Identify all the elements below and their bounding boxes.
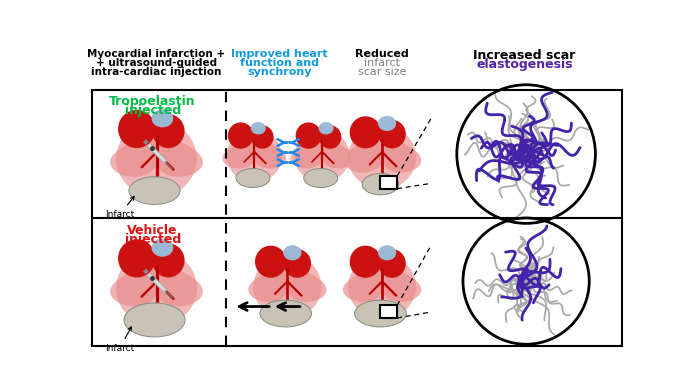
Ellipse shape [379, 120, 406, 149]
Ellipse shape [129, 177, 180, 204]
Ellipse shape [251, 125, 274, 149]
Ellipse shape [355, 300, 406, 327]
Text: scar size: scar size [358, 67, 406, 77]
Ellipse shape [116, 120, 197, 197]
Text: synchrony: synchrony [248, 67, 312, 77]
Ellipse shape [116, 250, 197, 326]
Ellipse shape [379, 249, 406, 278]
Ellipse shape [362, 173, 399, 195]
Ellipse shape [378, 245, 396, 260]
Ellipse shape [152, 243, 184, 278]
Ellipse shape [348, 125, 416, 189]
Text: Tropoelastin: Tropoelastin [109, 95, 196, 108]
Ellipse shape [348, 254, 416, 319]
Ellipse shape [152, 109, 173, 127]
Ellipse shape [226, 130, 282, 182]
Text: Infarct: Infarct [105, 196, 134, 219]
FancyBboxPatch shape [381, 176, 397, 189]
Ellipse shape [118, 110, 155, 148]
Ellipse shape [283, 245, 301, 260]
Ellipse shape [319, 125, 341, 149]
Text: Increased scar: Increased scar [473, 49, 576, 62]
Polygon shape [343, 128, 421, 172]
Ellipse shape [251, 122, 266, 134]
Text: elastogenesis: elastogenesis [476, 58, 573, 71]
Ellipse shape [303, 169, 338, 187]
Ellipse shape [294, 130, 350, 182]
Polygon shape [290, 132, 354, 169]
Text: Infarct: Infarct [105, 327, 134, 353]
Ellipse shape [319, 122, 333, 134]
Ellipse shape [236, 169, 270, 187]
Ellipse shape [124, 303, 185, 337]
Ellipse shape [255, 246, 287, 278]
Text: intra-cardiac injection: intra-cardiac injection [91, 67, 222, 77]
Ellipse shape [118, 239, 155, 278]
Circle shape [457, 85, 595, 223]
Text: function and: function and [240, 58, 319, 68]
Ellipse shape [349, 116, 381, 149]
Polygon shape [110, 123, 203, 177]
Polygon shape [110, 253, 203, 306]
Text: Reduced: Reduced [355, 49, 409, 58]
Polygon shape [343, 257, 421, 302]
Ellipse shape [349, 246, 381, 278]
Text: infarct: infarct [364, 58, 400, 68]
Ellipse shape [152, 114, 184, 148]
Text: Improved heart: Improved heart [231, 49, 328, 58]
Ellipse shape [284, 249, 311, 278]
Text: + ultrasound-guided: + ultrasound-guided [96, 58, 217, 68]
Polygon shape [223, 132, 286, 169]
Polygon shape [248, 257, 326, 302]
Text: injected: injected [125, 104, 181, 117]
Ellipse shape [228, 122, 253, 149]
Ellipse shape [296, 122, 322, 149]
FancyBboxPatch shape [381, 305, 397, 318]
Ellipse shape [378, 116, 396, 131]
Circle shape [463, 218, 590, 344]
Ellipse shape [260, 300, 312, 327]
Text: injected: injected [125, 233, 181, 247]
Text: Vehicle: Vehicle [127, 224, 178, 237]
Ellipse shape [152, 239, 173, 257]
Text: Myocardial infarction +: Myocardial infarction + [88, 49, 226, 58]
Ellipse shape [253, 254, 322, 319]
